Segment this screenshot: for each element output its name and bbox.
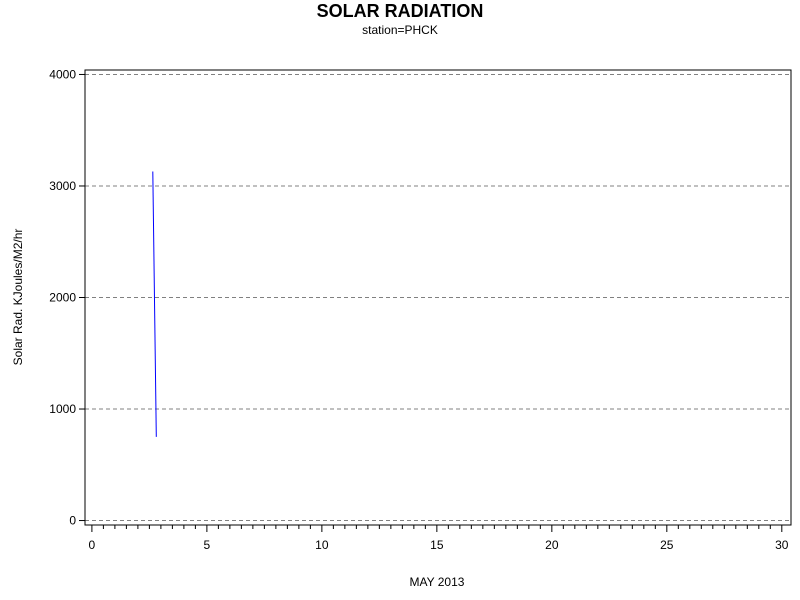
y-axis-label: Solar Rad. KJoules/M2/hr bbox=[11, 229, 25, 366]
y-tick-label: 3000 bbox=[49, 179, 76, 193]
x-tick-label: 20 bbox=[545, 538, 559, 552]
series-group bbox=[152, 171, 157, 437]
x-tick-label: 0 bbox=[89, 538, 96, 552]
x-tick-label: 5 bbox=[204, 538, 211, 552]
y-tick-label: 4000 bbox=[49, 67, 76, 81]
chart-subtitle: station=PHCK bbox=[362, 23, 438, 37]
series-line bbox=[152, 171, 157, 437]
y-tick-label: 2000 bbox=[49, 291, 76, 305]
y-tick-label: 0 bbox=[69, 514, 76, 528]
x-tick-label: 15 bbox=[430, 538, 444, 552]
y-tick-label: 1000 bbox=[49, 402, 76, 416]
x-tick-label: 30 bbox=[775, 538, 789, 552]
chart-title: SOLAR RADIATION bbox=[316, 1, 484, 21]
y-axis: 0 1000 2000 3000 4000 bbox=[49, 67, 85, 528]
x-axis-label: MAY 2013 bbox=[410, 575, 465, 589]
x-tick-label: 25 bbox=[660, 538, 674, 552]
x-tick-label: 10 bbox=[315, 538, 329, 552]
x-axis: 0 5 10 15 20 25 30 bbox=[89, 525, 789, 552]
grid-lines bbox=[85, 73, 791, 522]
